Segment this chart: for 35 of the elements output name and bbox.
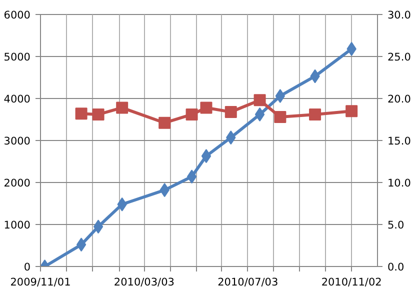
- y-tick-label: 3000: [4, 136, 31, 148]
- point: [75, 108, 88, 120]
- y2-tick-label: 5.0: [388, 220, 404, 232]
- point: [92, 108, 104, 120]
- y2-tick-label: 15.0: [388, 136, 411, 148]
- point: [254, 107, 265, 122]
- y2-tick-label: 30.0: [388, 10, 411, 22]
- point: [224, 106, 237, 118]
- point: [76, 238, 86, 252]
- x-tick-label: 2010/03/03: [114, 276, 174, 288]
- point: [200, 102, 212, 114]
- y-tick-label: 4000: [4, 94, 31, 106]
- y-tick-label: 6000: [4, 10, 31, 22]
- y2-tick-label: 0.0: [388, 262, 404, 274]
- point: [309, 108, 322, 120]
- y2-tick-label: 10.0: [388, 178, 411, 190]
- x-tick-label: 2010/11/02: [321, 276, 382, 288]
- y2-tick-label: 25.0: [388, 52, 411, 64]
- point: [254, 94, 266, 106]
- x-tick-label: 2009/11/01: [10, 276, 71, 288]
- y-tick-label: 2000: [4, 178, 31, 190]
- point: [186, 170, 197, 184]
- y-tick-label: 5000: [4, 52, 31, 64]
- point: [201, 149, 212, 164]
- point: [158, 116, 171, 129]
- point: [93, 220, 104, 234]
- point: [275, 88, 286, 103]
- point: [346, 105, 358, 118]
- point: [274, 110, 286, 123]
- point: [116, 102, 128, 114]
- x-tick-label: 2010/07/03: [218, 276, 278, 288]
- y2-tick-label: 20.0: [388, 94, 411, 106]
- point: [186, 108, 198, 120]
- y-tick-label: 1000: [4, 220, 31, 232]
- y-tick-label: 0: [24, 262, 31, 274]
